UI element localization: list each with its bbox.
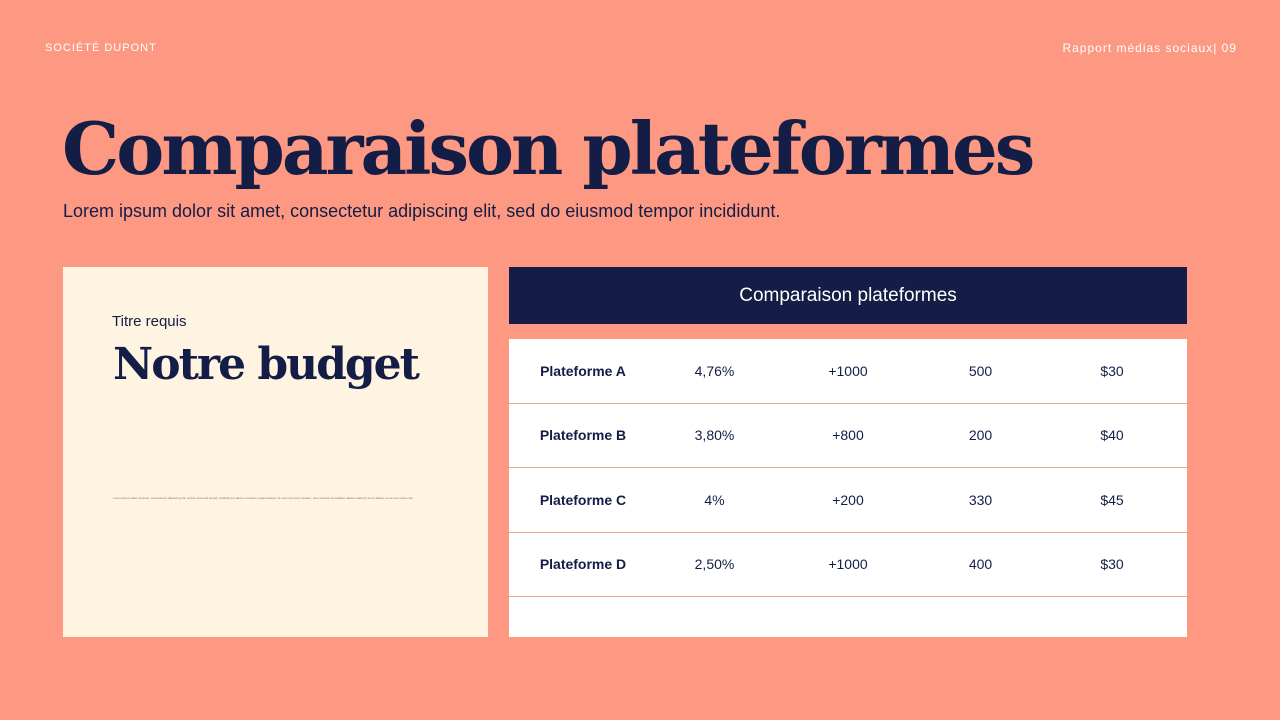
card-label: Titre requis [112,313,187,330]
table-cell: $40 [1100,427,1124,444]
page-title: Comparaison plateformes [62,106,1035,191]
card-body: Lorem ipsum dolor sit amet, consectetur … [113,496,413,500]
comparison-table: Plateforme A 4,76% +1000 500 $30 Plateforme B… [509,339,1187,637]
table-row: Plateforme C 4% +200 330 $45 [509,468,1187,533]
table-cell: +200 [832,491,864,508]
table-cell: +800 [832,427,864,444]
table-cell: $45 [1100,491,1124,508]
table-cell: 200 [968,427,993,444]
table-cell: 500 [968,362,993,379]
table-cell: $30 [1100,556,1124,573]
table-title: Comparaison plateformes [509,267,1187,324]
table-row: Plateforme B 3,80% +800 200 $40 [509,404,1187,468]
table-cell: $30 [1100,362,1124,379]
table-cell: 2,50% [694,556,735,573]
table-row: Plateforme A 4,76% +1000 500 $30 [509,339,1187,404]
table-cell: 4,76% [694,362,735,379]
table-row: Plateforme D 2,50% +1000 400 $30 [509,533,1187,597]
table-cell: +1000 [828,362,868,379]
platform-name: Plateforme C [539,491,627,508]
platform-name: Plateforme B [539,427,627,444]
table-cell: 330 [968,491,993,508]
table-cell: 3,80% [694,427,735,444]
table-cell: +1000 [828,556,868,573]
card-heading: Notre budget [113,339,420,390]
budget-card: Titre requis Notre budget Lorem ipsum do… [63,267,488,637]
page-subtitle: Lorem ipsum dolor sit amet, consectetur … [63,201,781,221]
report-label: Rapport médias sociaux| 09 [1062,41,1237,55]
table-cell: 4% [704,491,725,508]
platform-name: Plateforme A [540,362,626,379]
table-cell: 400 [968,556,993,573]
platform-name: Plateforme D [539,556,627,573]
company-name: SOCIÉTÉ DUPONT [45,42,157,54]
